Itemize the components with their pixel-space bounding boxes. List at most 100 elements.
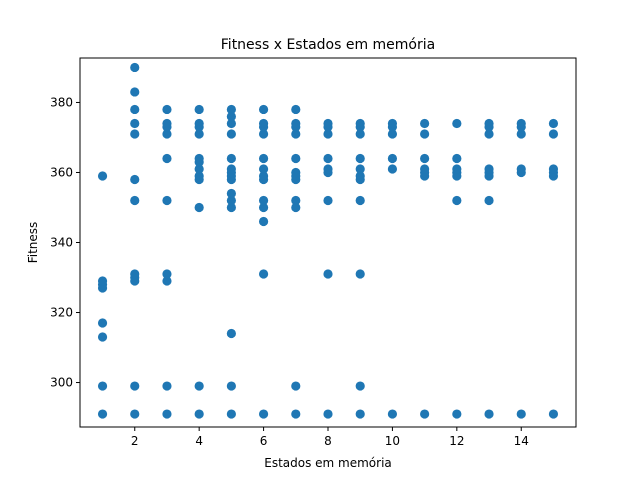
data-point: [258, 409, 269, 419]
data-point: [226, 195, 236, 206]
data-point: [162, 269, 172, 279]
data-point: [291, 167, 301, 178]
data-point: [387, 153, 398, 164]
data-point: [258, 118, 269, 129]
y-axis: 300 320 340 360 380: [50, 95, 80, 390]
data-point: [323, 129, 333, 139]
data-point: [420, 409, 430, 419]
data-point: [291, 381, 301, 391]
data-point: [226, 118, 236, 129]
data-point: [226, 202, 236, 213]
data-point: [258, 269, 269, 279]
x-axis: 2 4 6 8 10 12 14: [131, 427, 529, 448]
x-axis-label: Estados em memória: [264, 456, 392, 470]
x-tick-label: 2: [131, 434, 139, 448]
x-tick-label: 14: [514, 434, 529, 448]
data-point: [226, 104, 236, 115]
data-point: [226, 129, 236, 139]
data-point: [355, 269, 365, 279]
chart-title: Fitness x Estados em memória: [221, 37, 435, 53]
data-point: [97, 276, 108, 286]
data-point: [130, 104, 140, 115]
data-point: [162, 118, 172, 129]
data-point: [548, 118, 559, 129]
data-point: [548, 409, 559, 419]
data-point: [130, 381, 140, 391]
data-point: [194, 118, 204, 129]
x-tick-label: 12: [449, 434, 464, 448]
y-axis-label: Fitness: [26, 222, 40, 264]
data-point: [291, 409, 301, 419]
data-point: [194, 104, 204, 115]
data-point: [484, 118, 494, 129]
data-point: [226, 164, 236, 174]
data-point: [484, 129, 494, 139]
data-point: [162, 153, 172, 164]
data-point: [323, 195, 333, 206]
data-point: [291, 129, 301, 139]
data-point: [97, 318, 108, 328]
data-point: [194, 202, 204, 213]
data-point: [420, 153, 430, 164]
data-point: [194, 129, 204, 139]
data-point: [516, 409, 526, 419]
data-point: [130, 62, 140, 73]
data-point: [130, 174, 140, 185]
data-point: [258, 129, 269, 139]
data-point: [452, 195, 462, 206]
data-point: [420, 118, 430, 129]
data-point: [484, 164, 494, 174]
data-point: [162, 381, 172, 391]
data-point: [258, 216, 269, 227]
data-point: [387, 129, 398, 139]
data-point: [194, 171, 204, 181]
data-point: [291, 104, 301, 115]
data-point: [516, 164, 526, 174]
data-point: [226, 188, 236, 199]
data-point: [226, 381, 236, 391]
data-point: [97, 381, 108, 391]
data-point: [355, 164, 365, 174]
data-point: [452, 164, 462, 174]
data-point: [355, 129, 365, 139]
data-point: [484, 409, 494, 419]
data-point: [355, 153, 365, 164]
data-point: [226, 153, 236, 164]
data-point: [258, 195, 269, 206]
data-point: [162, 409, 172, 419]
data-point: [291, 118, 301, 129]
data-point: [258, 104, 269, 115]
data-point: [516, 129, 526, 139]
data-point: [355, 118, 365, 129]
data-point: [387, 164, 398, 174]
data-point: [323, 269, 333, 279]
data-point: [258, 171, 269, 181]
data-point: [258, 153, 269, 164]
data-point: [162, 104, 172, 115]
data-point: [452, 409, 462, 419]
data-point: [97, 171, 108, 181]
data-point: [194, 164, 204, 174]
data-point: [452, 118, 462, 129]
y-tick-label: 380: [50, 95, 73, 109]
data-point: [291, 153, 301, 164]
data-point: [420, 164, 430, 174]
data-point: [484, 195, 494, 206]
data-point: [355, 409, 365, 419]
x-tick-label: 4: [195, 434, 203, 448]
data-point: [130, 195, 140, 206]
data-point: [97, 409, 108, 419]
data-point: [323, 118, 333, 129]
y-tick-label: 300: [50, 376, 73, 390]
data-point: [355, 381, 365, 391]
data-point: [162, 195, 172, 206]
data-point: [226, 409, 236, 419]
data-point: [130, 409, 140, 419]
data-point: [323, 153, 333, 164]
data-point: [387, 409, 398, 419]
data-point: [226, 111, 236, 122]
y-tick-label: 320: [50, 306, 73, 320]
data-point: [291, 202, 301, 213]
y-tick-label: 360: [50, 165, 73, 179]
